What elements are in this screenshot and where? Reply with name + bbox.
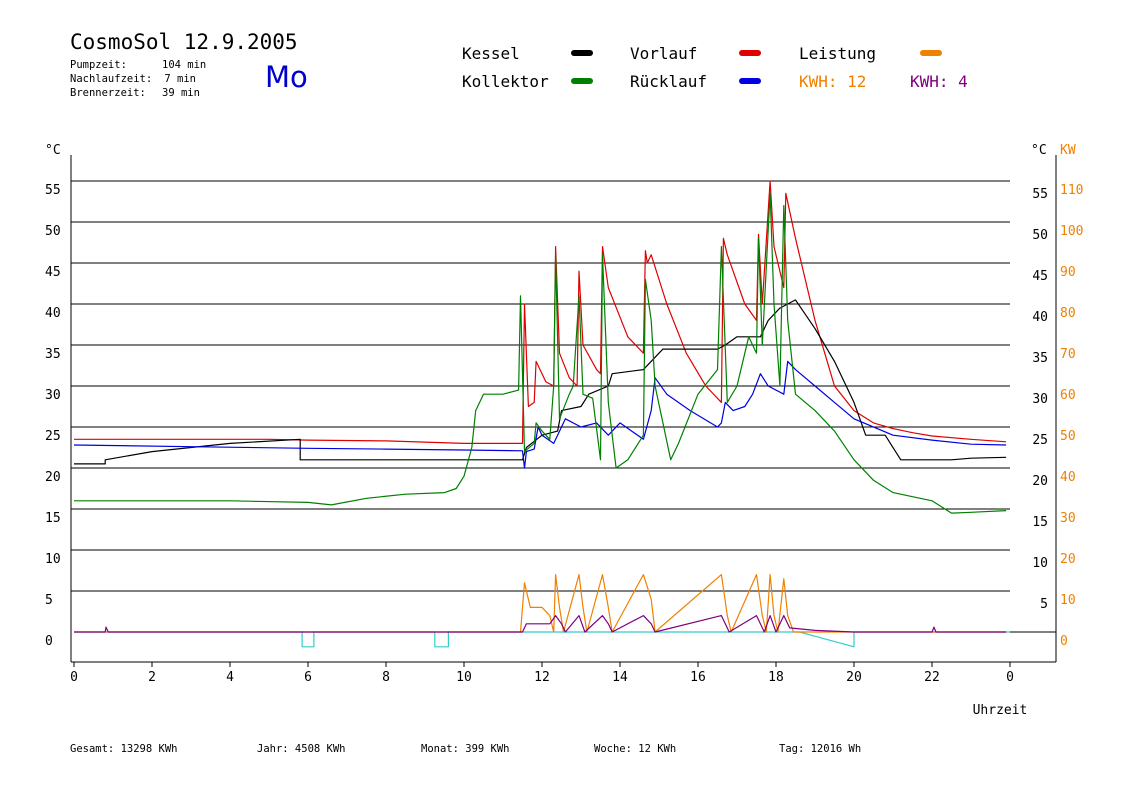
y-tick-left: 15 [45,511,61,526]
x-tick-label: 22 [924,670,940,685]
info-row-brennerzeit: Brennerzeit: 39 min [70,86,200,100]
y-tick-right-kw: 0 [1060,634,1068,649]
legend-leistung-label: Leistung [799,44,877,63]
y-tick-right-c: 50 [1032,228,1048,243]
y-tick-left: 45 [45,265,61,280]
y-tick-right-c: 20 [1032,474,1048,489]
y-tick-right-kw: 70 [1060,347,1076,362]
y-tick-right-kw: 60 [1060,388,1076,403]
info-label: Pumpzeit: [70,59,127,71]
y-unit-right-c: °C [1031,143,1047,158]
series-ruecklauf [73,360,1007,469]
y-tick-left: 20 [45,470,61,485]
y-tick-left: 0 [45,634,53,649]
y-tick-right-kw: 100 [1060,224,1083,239]
info-row-pumpzeit: Pumpzeit: 104 min [70,58,207,72]
weekday-label: Mo [265,60,308,94]
y-tick-right-kw: 50 [1060,429,1076,444]
x-tick-label: 0 [70,670,78,685]
y-tick-left: 40 [45,306,61,321]
footer-gesamt: Gesamt: 13298 KWh [70,743,178,755]
x-tick-label: 16 [690,670,706,685]
y-tick-right-c: 30 [1032,392,1048,407]
info-value: 7 min [164,73,196,85]
chart-title: CosmoSol 12.9.2005 [70,30,298,54]
footer-jahr: Jahr: 4508 KWh [257,743,346,755]
y-tick-left: 55 [45,183,61,198]
info-value: 39 min [162,87,200,99]
legend-vorlauf-label: Vorlauf [630,44,698,63]
y-tick-left: 5 [45,593,53,608]
x-tick-label: 8 [382,670,390,685]
y-tick-left: 10 [45,552,61,567]
x-tick-label: 20 [846,670,862,685]
y-tick-right-c: 10 [1032,556,1048,571]
legend-kwh2: KWH: 4 [910,72,968,91]
footer-woche: Woche: 12 KWh [594,743,677,755]
x-tick-label: 6 [304,670,312,685]
x-tick-label: 10 [456,670,472,685]
x-tick-label: 14 [612,670,628,685]
y-unit-right-kw: KW [1060,143,1076,158]
y-tick-right-c: 15 [1032,515,1048,530]
legend-ruecklauf-label: Rücklauf [630,72,708,91]
legend-kessel-label: Kessel [462,44,520,63]
series-kollektor [74,192,1007,514]
info-value: 104 min [162,59,207,71]
legend-vorlauf-swatch [739,50,761,56]
legend-ruecklauf-swatch [739,78,761,84]
y-tick-right-kw: 80 [1060,306,1076,321]
info-label: Nachlaufzeit: [70,73,153,85]
info-row-nachlaufzeit: Nachlaufzeit: 7 min [70,72,196,86]
x-axis-label: Uhrzeit [973,703,1028,718]
y-tick-left: 50 [45,224,61,239]
y-tick-right-c: 35 [1032,351,1048,366]
series-vorlauf [74,180,1007,444]
y-unit-left: °C [45,143,61,158]
y-tick-right-kw: 40 [1060,470,1076,485]
y-tick-right-kw: 30 [1060,511,1076,526]
legend-kollektor-swatch [571,78,593,84]
y-tick-right-kw: 90 [1060,265,1076,280]
y-tick-left: 35 [45,347,61,362]
y-tick-right-c: 25 [1032,433,1048,448]
legend-kessel-swatch [571,50,593,56]
x-tick-label: 0 [1006,670,1014,685]
series-kwh2 [74,614,1007,633]
x-tick-label: 2 [148,670,156,685]
series-baseline [74,631,1010,648]
y-tick-right-c: 55 [1032,187,1048,202]
x-tick-label: 12 [534,670,550,685]
info-block: Pumpzeit: 104 min Nachlaufzeit: 7 min Bren… [70,58,207,100]
y-tick-left: 25 [45,429,61,444]
legend-kollektor-label: Kollektor [462,72,549,91]
footer-tag: Tag: 12016 Wh [779,743,862,755]
y-tick-right-c: 45 [1032,269,1048,284]
y-tick-right-kw: 110 [1060,183,1083,198]
y-tick-right-c: 5 [1040,597,1048,612]
info-label: Brennerzeit: [70,87,146,99]
series-leistung [74,573,1007,633]
y-tick-right-kw: 20 [1060,552,1076,567]
x-tick-label: 18 [768,670,784,685]
legend-kwh1: KWH: 12 [799,72,867,91]
y-tick-left: 30 [45,388,61,403]
footer-monat: Monat: 399 KWh [421,743,510,755]
series-kessel [74,299,1007,465]
y-tick-right-kw: 10 [1060,593,1076,608]
x-tick-label: 4 [226,670,234,685]
legend-leistung-swatch [920,50,942,56]
y-tick-right-c: 40 [1032,310,1048,325]
